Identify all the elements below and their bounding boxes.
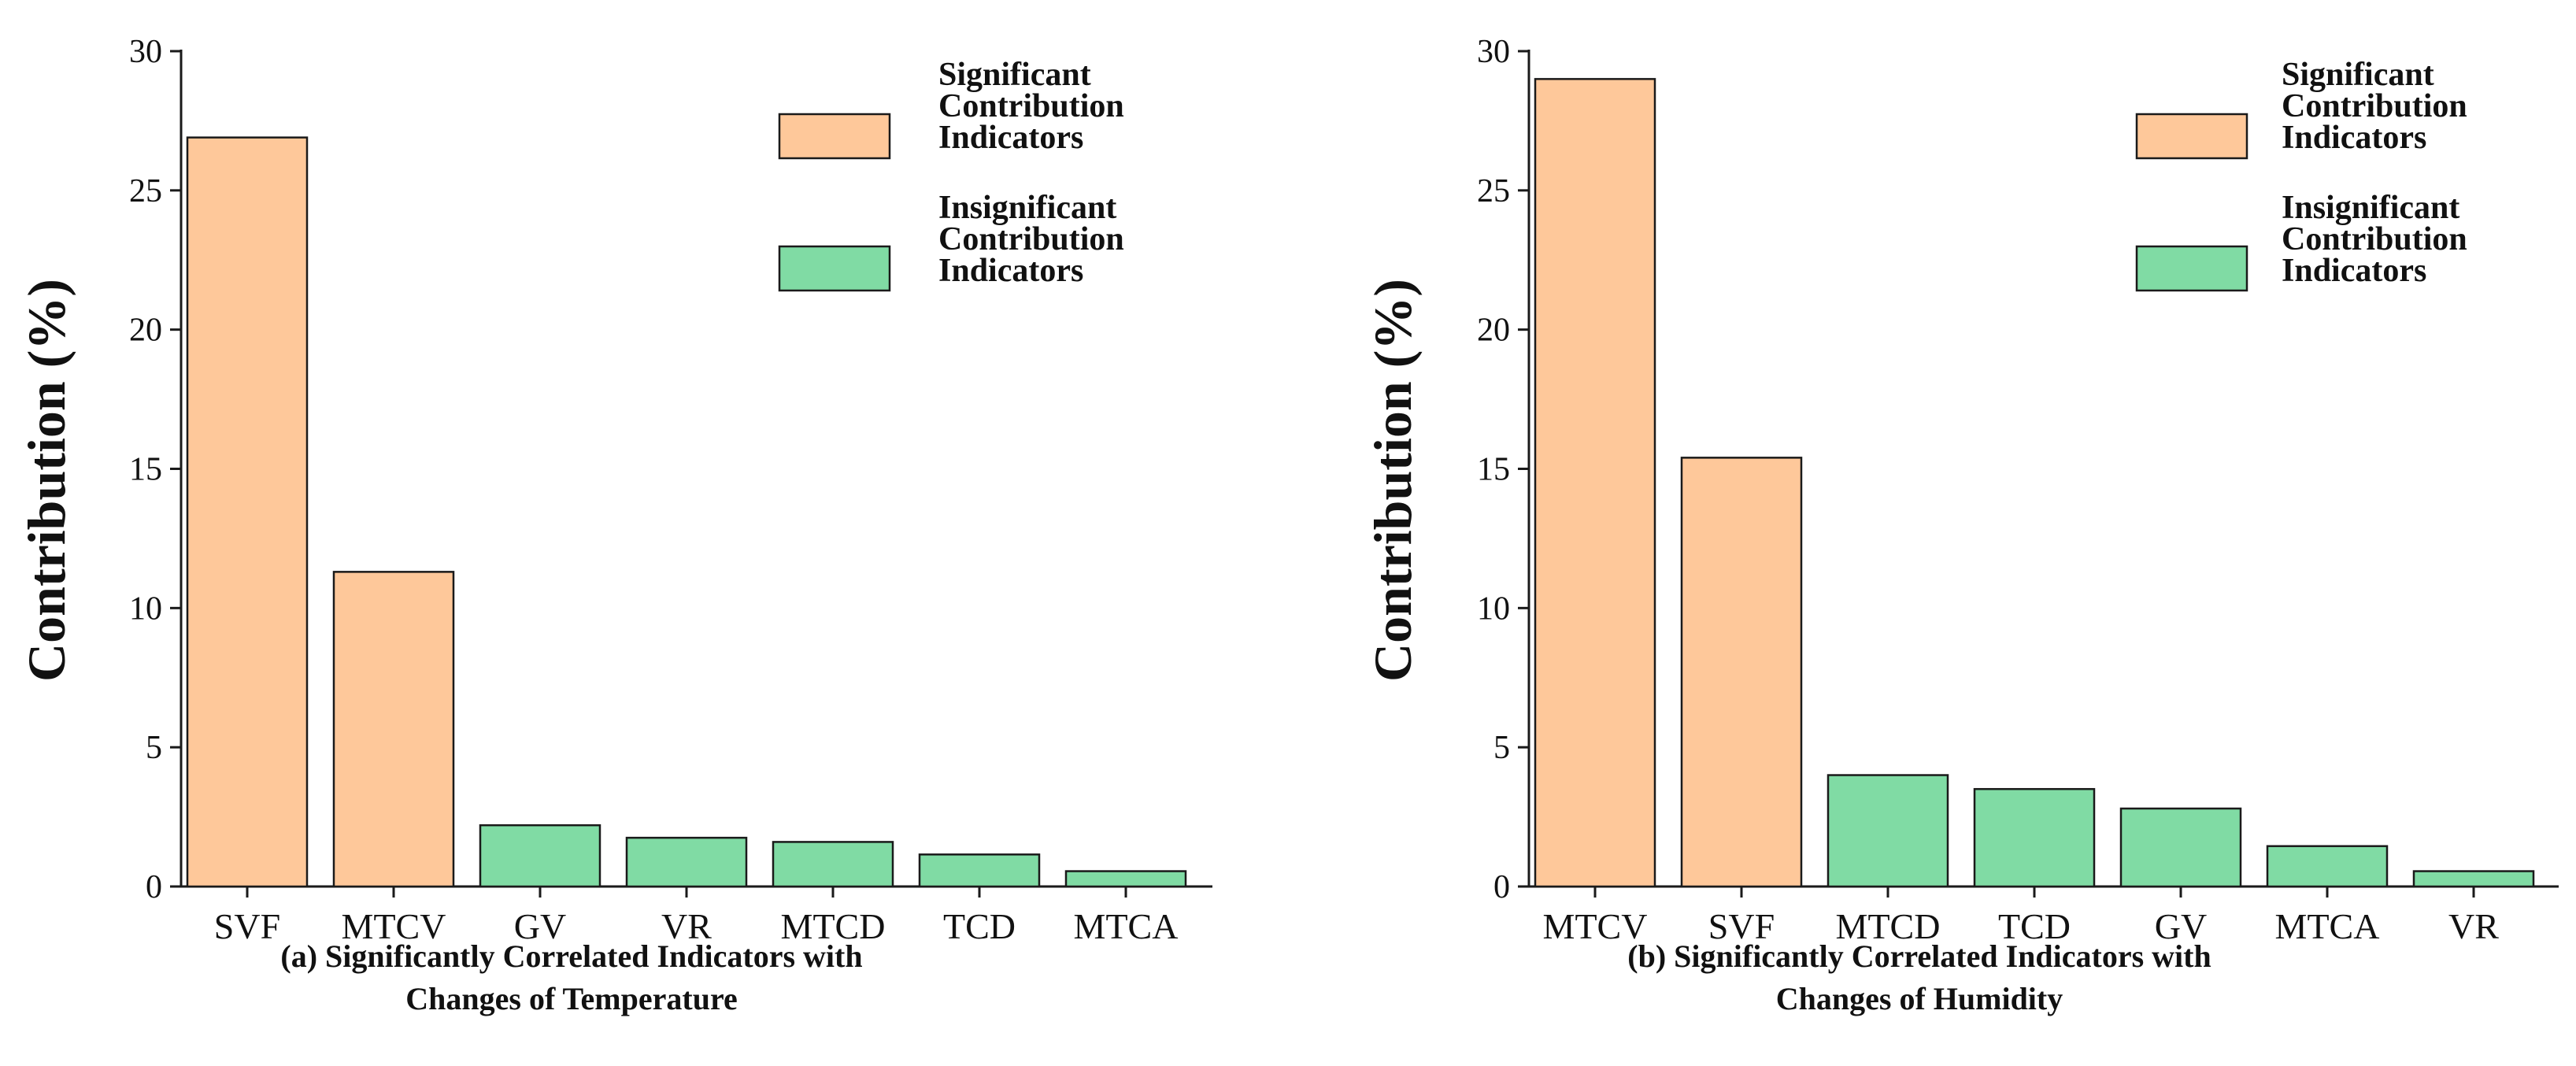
panel-b-legend-label: Significant — [2282, 57, 2434, 93]
panel-b-y-tick-label: 25 — [1477, 173, 1510, 209]
panel-b-y-tick-label: 30 — [1477, 34, 1510, 70]
panel-b-category-label: MTCA — [2275, 906, 2380, 946]
panel-a-legend-swatch-insignificant — [778, 245, 891, 292]
panel-a-bar-mtcv — [332, 571, 455, 888]
panel-a-legend: SignificantContributionIndicatorsInsigni… — [778, 57, 1124, 292]
panel-a-category-label: TCD — [943, 906, 1016, 946]
panel-b-y-tick-label: 0 — [1493, 869, 1510, 905]
panel-a-bar-tcd — [918, 853, 1041, 888]
panel-b-legend-swatch-significant — [2135, 113, 2248, 160]
panel-b-category-label: VR — [2448, 906, 2499, 946]
panel-b-legend-label: Indicators — [2282, 120, 2426, 156]
panel-b-bar-vr — [2412, 870, 2535, 888]
panel-b-legend-label: Contribution — [2282, 88, 2467, 124]
panel-a-bar-vr — [625, 836, 748, 888]
panel-a-legend-label: Significant — [938, 57, 1091, 93]
panel-a-legend-label: Indicators — [938, 120, 1083, 156]
panel-b-legend: SignificantContributionIndicatorsInsigni… — [2135, 57, 2467, 292]
panel-b-y-tick-label: 10 — [1477, 590, 1510, 627]
panel-b-category-label: MTCV — [1543, 906, 1648, 946]
panel-b-category-label: TCD — [1998, 906, 2071, 946]
panel-b-bar-mtca — [2266, 845, 2389, 888]
panel-a-caption-line: (a) Significantly Correlated Indicators … — [280, 938, 862, 974]
panel-b-y-tick-label: 5 — [1493, 730, 1510, 766]
panel-a-y-axis-title: Contribution (%) — [17, 279, 76, 682]
panel-b-y-tick-label: 20 — [1477, 313, 1510, 349]
panel-b-legend-label: Contribution — [2282, 221, 2467, 257]
panel-a-legend-label: Insignificant — [938, 190, 1116, 226]
panel-a-y-tick-label: 0 — [146, 869, 162, 905]
panel-a-legend-label: Contribution — [938, 88, 1124, 124]
panel-a-bar-mtcd — [772, 841, 894, 888]
panel-a-category-label: SVF — [214, 906, 280, 946]
panel-a-y-tick-label: 30 — [129, 34, 162, 70]
panel-b-y-tick-label: 15 — [1477, 452, 1510, 488]
panel-a-category-label: MTCV — [342, 906, 446, 946]
panel-a-category-label: VR — [661, 906, 712, 946]
panel-a-bar-gv — [479, 824, 601, 888]
panel-b-bar-mtcd — [1827, 774, 1949, 888]
panel-a-legend-swatch-significant — [778, 113, 891, 160]
panel-a-y-tick-label: 10 — [129, 590, 162, 627]
panel-b-category-label: GV — [2155, 906, 2207, 946]
panel-a-y-tick-label: 15 — [129, 452, 162, 488]
panel-a-y-tick-label: 25 — [129, 173, 162, 209]
panel-a-y-tick-label: 20 — [129, 313, 162, 349]
panel-a-caption-line: Changes of Temperature — [405, 981, 737, 1016]
panel-b-bar-gv — [2119, 807, 2242, 888]
panel-b-bar-mtcv — [1534, 78, 1656, 888]
panel-b-y-axis-title: Contribution (%) — [1363, 279, 1423, 682]
panel-b-legend-label: Insignificant — [2282, 190, 2459, 226]
panel-b-bar-tcd — [1973, 787, 2096, 888]
panel-b-category-label: MTCD — [1836, 906, 1941, 946]
panel-a-category-label: MTCA — [1074, 906, 1179, 946]
panel-b-legend-swatch-insignificant — [2135, 245, 2248, 292]
panel-b-caption-line: Changes of Humidity — [1776, 981, 2063, 1016]
panel-a-y-tick-label: 5 — [146, 730, 162, 766]
panel-b-bar-svf — [1680, 457, 1803, 888]
panel-b: 0 5 10 15 20 25 30 MTCV SVF MTCD TCD GV MTCA VR Contri… — [1363, 34, 2559, 1016]
panel-b-caption-line: (b) Significantly Correlated Indicators … — [1627, 938, 2211, 974]
panel-a-bar-svf — [186, 136, 309, 888]
panel-a-legend-label: Indicators — [938, 253, 1083, 289]
panel-a-category-label: GV — [514, 906, 566, 946]
panel-a-category-label: MTCD — [781, 906, 886, 946]
panel-b-legend-label: Indicators — [2282, 253, 2426, 289]
panel-a-legend-label: Contribution — [938, 221, 1124, 257]
panel-a-bar-mtca — [1064, 870, 1187, 888]
panel-a: 0 5 10 15 20 25 30 SVF MTCV GV VR MTCD TCD MTCA Contri… — [17, 34, 1212, 1016]
panel-b-category-label: SVF — [1708, 906, 1775, 946]
